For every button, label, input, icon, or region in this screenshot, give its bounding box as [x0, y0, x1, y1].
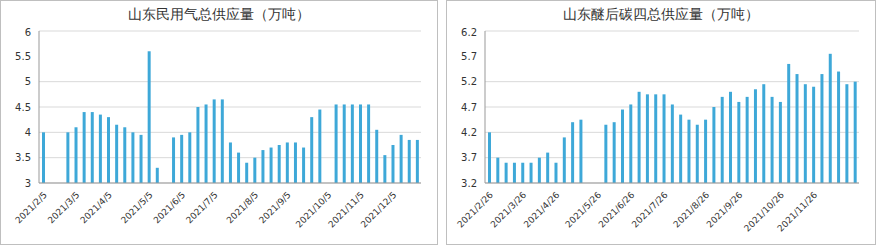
svg-text:5.5: 5.5 [15, 51, 31, 62]
svg-text:2021/8/26: 2021/8/26 [671, 189, 712, 230]
svg-text:2021/9/5: 2021/9/5 [257, 190, 293, 226]
svg-text:2021/10/26: 2021/10/26 [742, 189, 786, 234]
svg-text:2021/7/26: 2021/7/26 [630, 190, 670, 230]
svg-text:6.2: 6.2 [461, 27, 477, 38]
html-text:山东民用气总供应量（万吨）: 山东民用气总供应量（万吨） [128, 6, 310, 22]
html-text:山东醚后碳四总供应量（万吨）: 山东醚后碳四总供应量（万吨） [563, 6, 759, 22]
svg-text:5.7: 5.7 [461, 51, 477, 62]
svg-text:6: 6 [25, 27, 31, 38]
svg-text:2021/11/5: 2021/11/5 [326, 189, 366, 230]
svg-text:3.2: 3.2 [461, 178, 477, 189]
svg-text:2021/11/26: 2021/11/26 [775, 190, 819, 234]
svg-text:2021/9/26: 2021/9/26 [705, 190, 745, 230]
svg-text:2021/8/5: 2021/8/5 [225, 190, 261, 226]
svg-text:4.5: 4.5 [15, 102, 31, 113]
svg-text:2021/3/26: 2021/3/26 [488, 189, 529, 230]
svg-text:4.7: 4.7 [461, 102, 477, 113]
svg-text:2021/4/5: 2021/4/5 [78, 190, 114, 226]
svg-text:2021/2/26: 2021/2/26 [455, 189, 496, 230]
svg-text:4: 4 [25, 127, 31, 138]
svg-text:5: 5 [25, 76, 31, 87]
svg-text:3.7: 3.7 [461, 152, 477, 163]
svg-text:2021/2/5: 2021/2/5 [13, 190, 49, 226]
svg-text:3.5: 3.5 [15, 152, 31, 163]
svg-text:2021/7/5: 2021/7/5 [184, 190, 220, 226]
svg-text:2021/12/5: 2021/12/5 [359, 190, 399, 230]
svg-text:3: 3 [25, 178, 31, 189]
svg-text:2021/4/26: 2021/4/26 [522, 190, 562, 230]
svg-text:2021/5/26: 2021/5/26 [563, 189, 604, 230]
svg-text:4.2: 4.2 [461, 127, 477, 138]
svg-text:2021/3/5: 2021/3/5 [46, 190, 82, 226]
svg-text:2021/10/5: 2021/10/5 [293, 189, 334, 230]
svg-text:2021/5/5: 2021/5/5 [119, 190, 155, 226]
svg-text:2021/6/5: 2021/6/5 [152, 190, 188, 226]
svg-text:5.2: 5.2 [461, 76, 477, 87]
svg-text:2021/6/26: 2021/6/26 [596, 189, 637, 230]
